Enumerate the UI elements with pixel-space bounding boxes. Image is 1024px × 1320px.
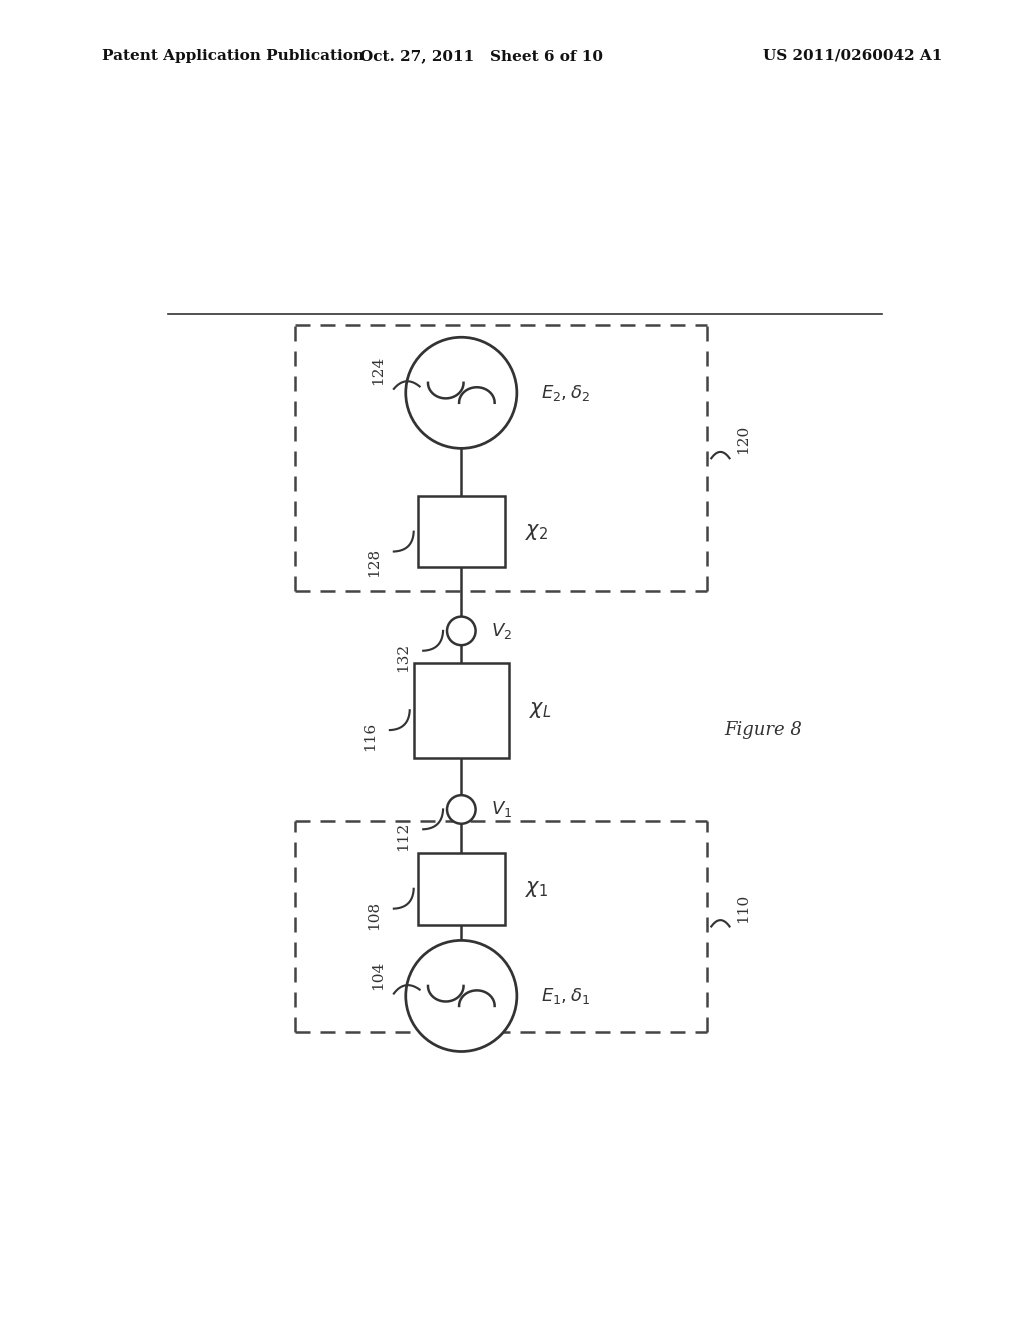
Bar: [418, 496, 505, 568]
Text: $\chi_1$: $\chi_1$: [524, 879, 548, 899]
Text: 110: 110: [736, 894, 750, 923]
Text: Patent Application Publication: Patent Application Publication: [102, 49, 365, 63]
Text: US 2011/0260042 A1: US 2011/0260042 A1: [763, 49, 942, 63]
Text: Oct. 27, 2011   Sheet 6 of 10: Oct. 27, 2011 Sheet 6 of 10: [359, 49, 603, 63]
Bar: [414, 663, 509, 758]
Text: 128: 128: [367, 548, 381, 577]
Circle shape: [406, 940, 517, 1052]
Text: 108: 108: [367, 900, 381, 929]
Text: $V_2$: $V_2$: [492, 620, 513, 642]
Circle shape: [447, 616, 475, 645]
Text: 112: 112: [396, 821, 411, 850]
Circle shape: [447, 795, 475, 824]
Text: $E_2,\delta_2$: $E_2,\delta_2$: [541, 383, 590, 403]
Text: Figure 8: Figure 8: [724, 721, 802, 739]
Text: $\chi_L$: $\chi_L$: [528, 700, 551, 721]
Text: 104: 104: [371, 961, 385, 990]
Text: 124: 124: [371, 355, 385, 385]
Text: $\chi_2$: $\chi_2$: [524, 521, 548, 541]
Text: $V_1$: $V_1$: [492, 800, 513, 820]
Text: $E_1,\delta_1$: $E_1,\delta_1$: [541, 986, 590, 1006]
Bar: [418, 853, 505, 924]
Text: 120: 120: [736, 425, 750, 454]
Circle shape: [406, 337, 517, 449]
Text: 116: 116: [364, 722, 377, 751]
Text: 132: 132: [396, 643, 411, 672]
